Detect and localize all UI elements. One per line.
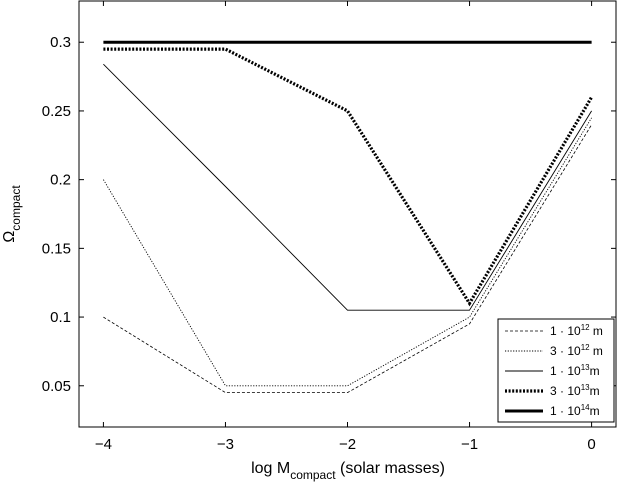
x-tick-label: −3 [217, 436, 234, 453]
series-line-4 [103, 47, 593, 307]
legend-label-base: 1 · 10 [550, 404, 581, 418]
y-tick-label: 0.2 [50, 172, 71, 189]
x-axis-label-rest: (solar masses) [336, 460, 445, 477]
series-layer [103, 40, 593, 394]
series-line-2 [103, 117, 592, 387]
legend-label-5: 1 · 1014m [550, 403, 600, 418]
legend-label-unit: m [590, 364, 600, 378]
legend-label-exponent: 13 [581, 383, 590, 392]
x-axis-label-sub: compact [290, 468, 336, 482]
y-tick-label: 0.05 [42, 378, 71, 395]
series-line-1 [103, 124, 592, 394]
legend-label-unit: m [590, 384, 600, 398]
legend-label-unit: m [590, 344, 603, 358]
legend-label-exponent: 12 [581, 343, 590, 352]
x-axis-label-main: log M [251, 460, 290, 477]
y-axis-label: Ωcompact [1, 185, 23, 243]
legend-label-exponent: 13 [581, 363, 590, 372]
legend-label-base: 1 · 10 [550, 364, 581, 378]
legend-label-base: 1 · 10 [550, 324, 581, 338]
legend-label-exponent: 14 [581, 403, 590, 412]
x-axis-label: log Mcompact (solar masses) [251, 460, 445, 482]
legend-label-1: 1 · 1012 m [550, 323, 603, 338]
y-tick-label: 0.1 [50, 309, 71, 326]
legend-label-unit: m [590, 404, 600, 418]
legend-label-3: 1 · 1013m [550, 363, 600, 378]
legend-label-exponent: 12 [581, 323, 590, 332]
legend-label-2: 3 · 1012 m [550, 343, 603, 358]
axis-ticks: −4 −3 −2 −1 0 0.05 0.1 0.15 0.2 0.25 0.3 [42, 1, 616, 453]
legend-label-4: 3 · 1013m [550, 383, 600, 398]
y-axis-label-sub: compact [9, 185, 23, 231]
x-tick-label: −2 [339, 436, 356, 453]
y-tick-label: 0.15 [42, 240, 71, 257]
y-tick-label: 0.25 [42, 103, 71, 120]
svg-text:Ωcompact: Ωcompact [1, 185, 23, 243]
y-axis-label-main: Ω [1, 231, 18, 243]
legend-label-unit: m [590, 324, 603, 338]
series-line-3 [103, 63, 592, 311]
legend-label-base: 3 · 10 [550, 344, 581, 358]
x-tick-label: −4 [95, 436, 112, 453]
x-tick-label: 0 [587, 436, 595, 453]
legend-label-base: 3 · 10 [550, 384, 581, 398]
x-tick-label: −1 [461, 436, 478, 453]
legend-box [497, 318, 615, 423]
y-tick-label: 0.3 [50, 34, 71, 51]
